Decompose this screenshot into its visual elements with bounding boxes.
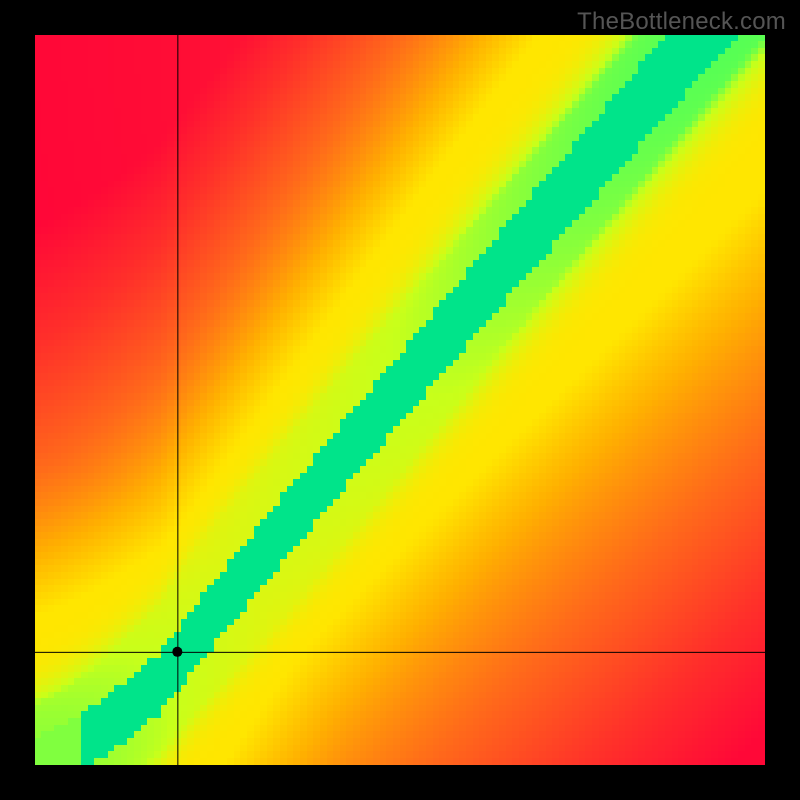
figure-root: TheBottleneck.com <box>0 0 800 800</box>
watermark-text: TheBottleneck.com <box>577 8 786 36</box>
heatmap-canvas <box>35 35 765 765</box>
chart-area <box>35 35 765 765</box>
